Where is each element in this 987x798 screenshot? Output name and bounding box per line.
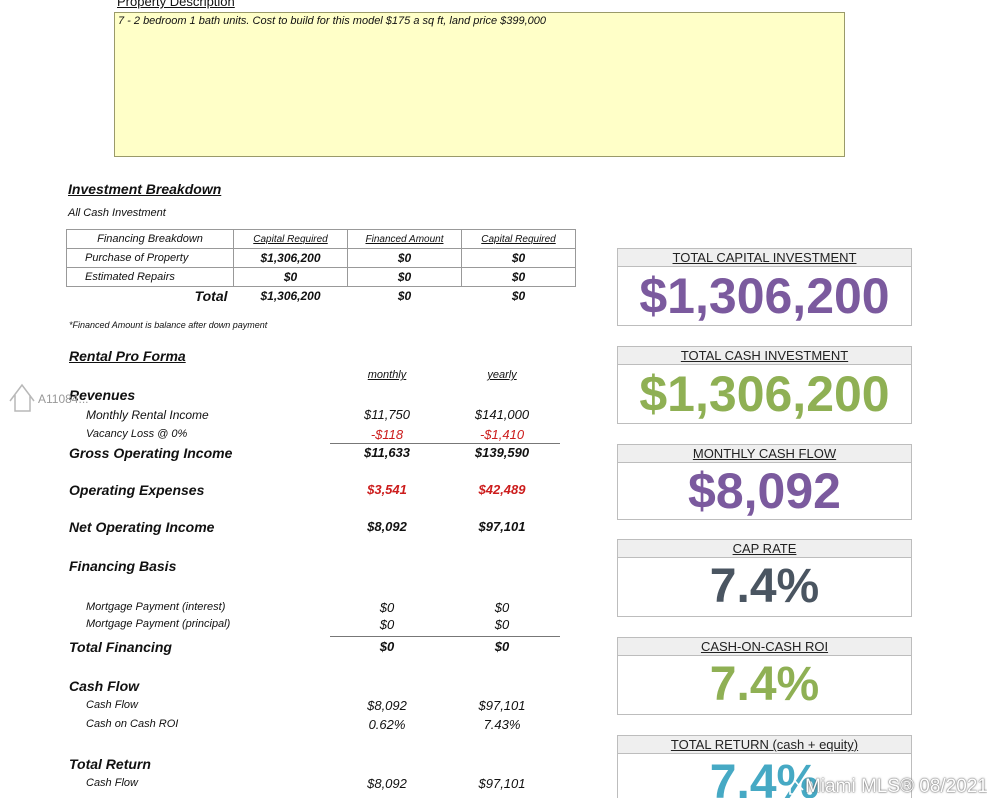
capital-required-value: $0: [461, 267, 576, 287]
total-return-cash-flow-yearly: $97,101: [478, 776, 526, 791]
row-label: Purchase of Property: [66, 248, 234, 268]
kpi-card-title: MONTHLY CASH FLOW: [617, 444, 912, 463]
cash-flow-yearly: $97,101: [478, 698, 526, 713]
cash-on-cash-monthly: 0.62%: [368, 717, 406, 732]
cash-on-cash-label: Cash on Cash ROI: [86, 718, 179, 730]
divider-line: [330, 443, 560, 444]
mortgage-interest-label: Mortgage Payment (interest): [86, 601, 226, 613]
gross-operating-income-monthly: $11,633: [363, 445, 411, 460]
financed-amount-value: $0: [347, 248, 462, 268]
vacancy-loss-monthly: -$118: [370, 427, 404, 442]
kpi-card-value: 7.4%: [617, 656, 912, 715]
capital-required-value: $0: [461, 248, 576, 268]
cash-flow-section-label: Cash Flow: [69, 678, 140, 694]
vacancy-loss-label: Vacancy Loss @ 0%: [86, 428, 188, 440]
kpi-card-value: $1,306,200: [617, 267, 912, 326]
kpi-card-total-capital-investment: TOTAL CAPITAL INVESTMENT $1,306,200: [617, 248, 912, 326]
all-cash-subheading: All Cash Investment: [68, 207, 166, 219]
total-capital-value: $1,306,200: [260, 289, 321, 303]
table-header: Capital Required: [233, 229, 348, 249]
net-operating-income-monthly: $8,092: [367, 519, 407, 534]
table-header-row: Financing Breakdown Capital Required Fin…: [66, 229, 576, 249]
rental-pro-forma-heading: Rental Pro Forma: [69, 348, 186, 364]
kpi-card-value: 7.4%: [617, 754, 912, 798]
mortgage-principal-yearly: $0: [494, 617, 510, 632]
revenues-label: Revenues: [69, 387, 136, 403]
table-header: Financed Amount: [347, 229, 462, 249]
monthly-rental-income-yearly: $141,000: [474, 407, 530, 422]
net-operating-income-label: Net Operating Income: [69, 519, 215, 535]
divider-line: [330, 636, 560, 637]
monthly-column-header: monthly: [367, 369, 407, 381]
cash-flow-label: Cash Flow: [86, 699, 138, 711]
kpi-card-title: CAP RATE: [617, 539, 912, 558]
watermark-logo-icon: [786, 779, 804, 795]
kpi-card-value: $8,092: [617, 463, 912, 520]
monthly-rental-income-label: Monthly Rental Income: [86, 408, 209, 422]
kpi-card-title: TOTAL RETURN (cash + equity): [617, 735, 912, 754]
property-description-heading: Property Description: [117, 0, 235, 9]
kpi-card-value: 7.4%: [617, 558, 912, 617]
gross-operating-income-yearly: $139,590: [474, 445, 530, 460]
watermark-logo-icon: [9, 383, 35, 412]
mortgage-interest-monthly: $0: [379, 600, 395, 615]
kpi-card-total-cash-investment: TOTAL CASH INVESTMENT $1,306,200: [617, 346, 912, 424]
total-required-value: $0: [511, 289, 526, 303]
cash-on-cash-yearly: 7.43%: [483, 717, 521, 732]
total-financing-yearly: $0: [494, 639, 510, 654]
total-financing-monthly: $0: [379, 639, 395, 654]
yearly-column-header: yearly: [487, 369, 517, 381]
monthly-rental-income-monthly: $11,750: [363, 407, 411, 422]
kpi-card-cap-rate: CAP RATE 7.4%: [617, 539, 912, 617]
total-financing-label: Total Financing: [69, 639, 172, 655]
table-total-row: Total $1,306,200 $0 $0: [67, 287, 576, 306]
row-label: Estimated Repairs: [66, 267, 234, 287]
net-operating-income-yearly: $97,101: [478, 519, 526, 534]
kpi-card-cash-on-cash-roi: CASH-ON-CASH ROI 7.4%: [617, 637, 912, 715]
kpi-card-total-return: TOTAL RETURN (cash + equity) 7.4%: [617, 735, 912, 798]
mortgage-principal-label: Mortgage Payment (principal): [86, 618, 231, 630]
property-description-box: 7 - 2 bedroom 1 bath units. Cost to buil…: [114, 12, 845, 157]
mortgage-principal-monthly: $0: [379, 617, 395, 632]
total-return-cash-flow-label: Cash Flow: [86, 777, 138, 789]
vacancy-loss-yearly: -$1,410: [479, 427, 525, 442]
capital-required-value: $0: [233, 267, 348, 287]
operating-expenses-monthly: $3,541: [367, 482, 407, 497]
cash-flow-monthly: $8,092: [367, 698, 407, 713]
total-return-cash-flow-monthly: $8,092: [367, 776, 407, 791]
operating-expenses-yearly: $42,489: [478, 482, 526, 497]
kpi-card-value: $1,306,200: [617, 365, 912, 424]
kpi-card-monthly-cash-flow: MONTHLY CASH FLOW $8,092: [617, 444, 912, 520]
investment-breakdown-heading: Investment Breakdown: [68, 181, 222, 197]
kpi-card-title: CASH-ON-CASH ROI: [617, 637, 912, 656]
table-header: Financing Breakdown: [66, 229, 234, 249]
kpi-card-title: TOTAL CASH INVESTMENT: [617, 346, 912, 365]
financing-basis-label: Financing Basis: [69, 558, 177, 574]
table-row: Estimated Repairs $0 $0 $0: [66, 267, 576, 287]
operating-expenses-label: Operating Expenses: [69, 482, 205, 498]
table-row: Purchase of Property $1,306,200 $0 $0: [66, 248, 576, 268]
financed-amount-value: $0: [347, 267, 462, 287]
financing-breakdown-table: Financing Breakdown Capital Required Fin…: [66, 229, 576, 305]
total-return-section-label: Total Return: [69, 756, 151, 772]
gross-operating-income-label: Gross Operating Income: [69, 445, 233, 461]
total-financed-value: $0: [397, 289, 412, 303]
listing-id-watermark: A11084...: [38, 392, 89, 406]
financed-footnote: *Financed Amount is balance after down p…: [69, 320, 268, 330]
kpi-card-title: TOTAL CAPITAL INVESTMENT: [617, 248, 912, 267]
property-description-text: 7 - 2 bedroom 1 bath units. Cost to buil…: [118, 15, 547, 27]
mortgage-interest-yearly: $0: [494, 600, 510, 615]
total-label: Total: [194, 288, 228, 304]
capital-required-value: $1,306,200: [233, 248, 348, 268]
mls-watermark: Miami MLS® 08/2021: [805, 776, 987, 797]
table-header: Capital Required: [461, 229, 576, 249]
